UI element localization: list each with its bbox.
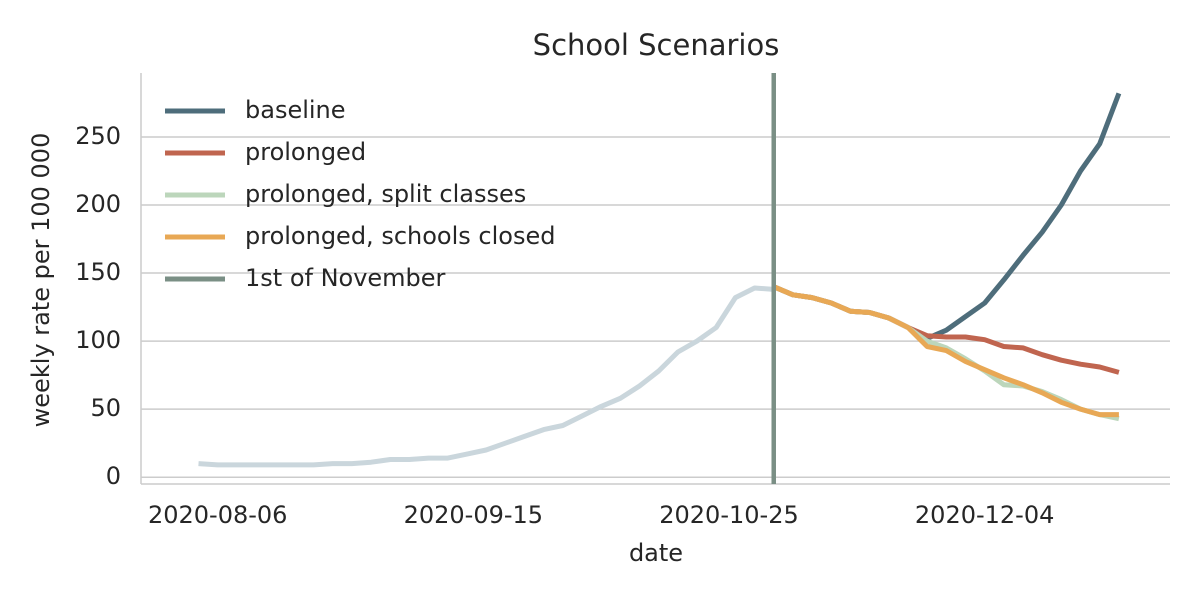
legend-label: prolonged, schools closed xyxy=(245,222,555,250)
x-tick-label: 2020-09-15 xyxy=(404,501,543,529)
chart-title: School Scenarios xyxy=(533,28,780,62)
legend-label: prolonged xyxy=(245,138,366,166)
series-line xyxy=(772,284,1119,418)
y-tick-label: 250 xyxy=(75,122,121,150)
x-tick-label: 2020-08-06 xyxy=(148,501,287,529)
y-tick-label: 200 xyxy=(75,190,121,218)
x-axis-label: date xyxy=(629,539,683,567)
y-tick-label: 150 xyxy=(75,258,121,286)
legend-label: 1st of November xyxy=(245,264,446,292)
legend-label: prolonged, split classes xyxy=(245,180,526,208)
x-tick-label: 2020-12-04 xyxy=(915,501,1054,529)
y-axis-label: weekly rate per 100 000 xyxy=(27,133,55,428)
history-line xyxy=(198,285,774,468)
y-tick-label: 50 xyxy=(90,394,121,422)
x-tick-label: 2020-10-25 xyxy=(659,501,798,529)
legend-label: baseline xyxy=(245,96,346,124)
y-tick-label: 0 xyxy=(106,462,121,490)
y-tick-label: 100 xyxy=(75,326,121,354)
